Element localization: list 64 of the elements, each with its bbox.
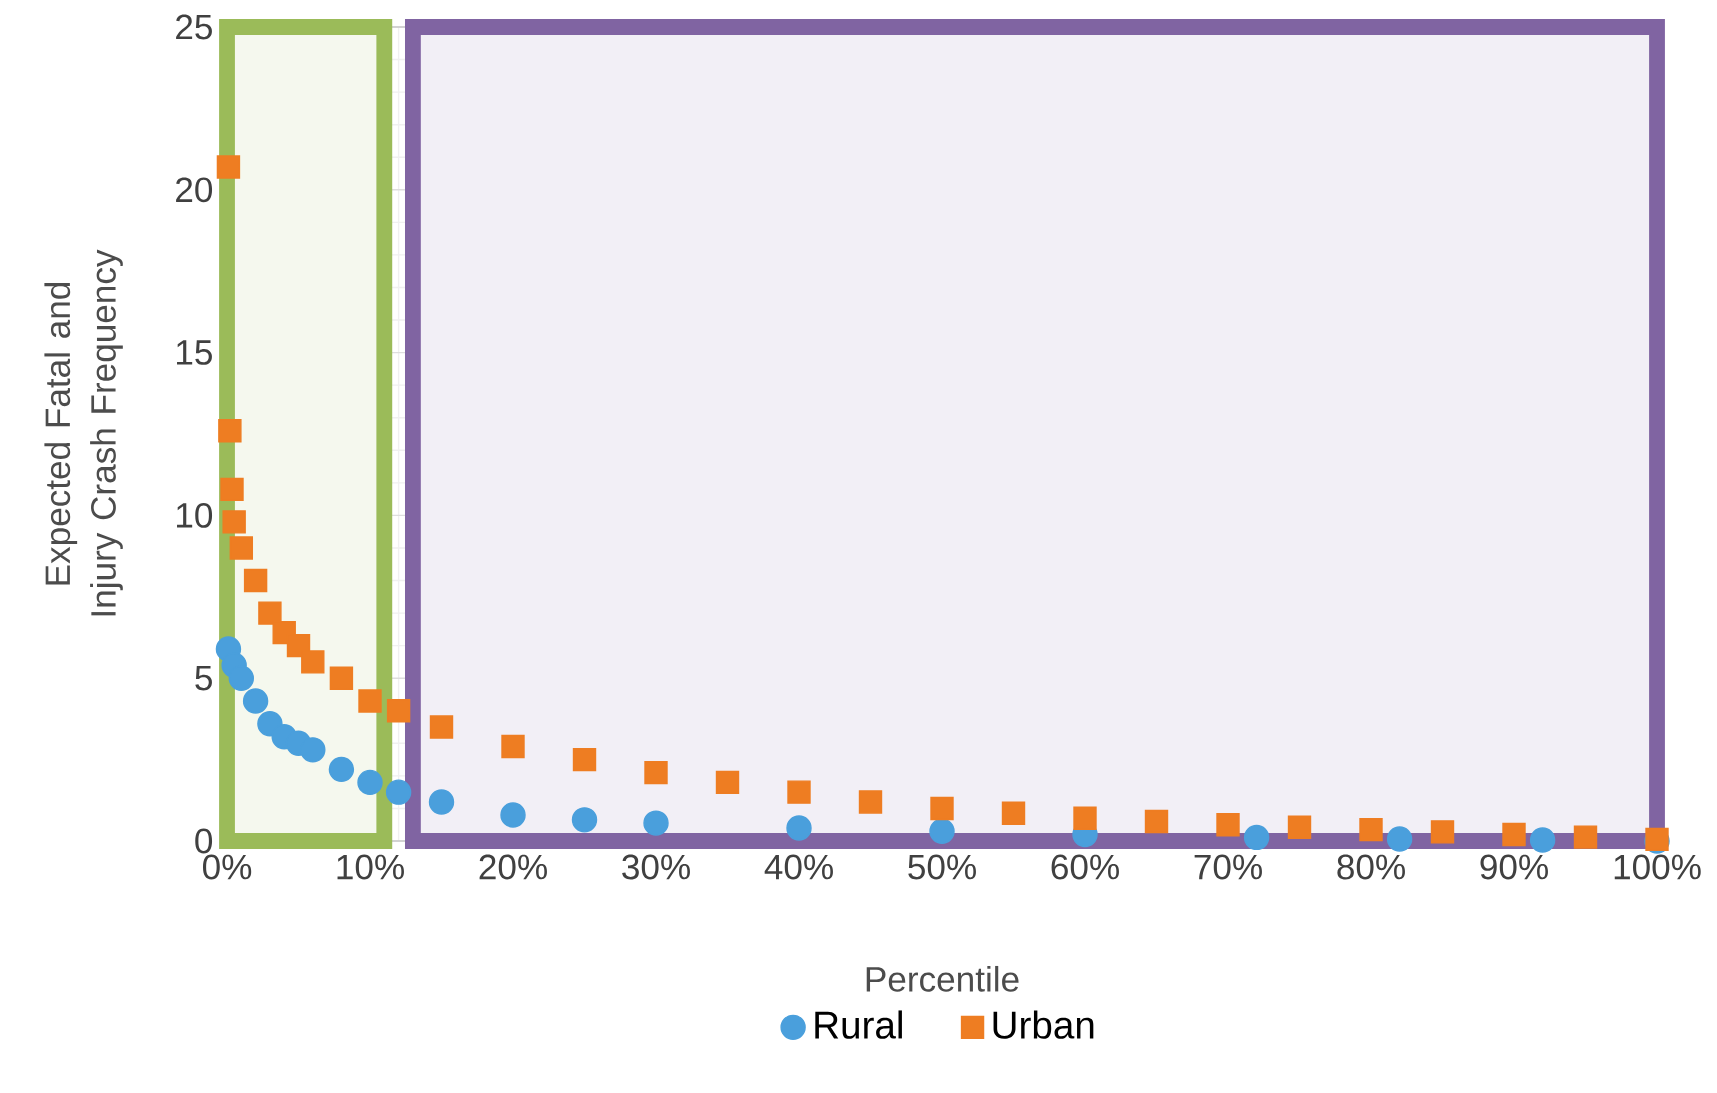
point [1386, 826, 1413, 852]
point [715, 770, 740, 795]
x-tick-label: 50% [908, 854, 976, 880]
point [501, 734, 525, 759]
point [644, 760, 668, 785]
point [428, 789, 455, 815]
x-tick-label: 30% [622, 854, 690, 880]
point [786, 815, 812, 841]
point [1073, 806, 1097, 830]
point [930, 796, 954, 821]
point [571, 807, 598, 833]
x-tick-label: 10% [337, 854, 404, 880]
point [357, 769, 383, 796]
x-tick-label: 80% [1337, 854, 1405, 880]
y-axis-title: Expected Fatal and Injury Crash Frequency [44, 249, 123, 616]
point [1287, 815, 1312, 840]
point [572, 747, 597, 772]
point [1430, 820, 1455, 844]
x-tick-label: 100% [1614, 854, 1701, 880]
legend-label: Rural [815, 1010, 902, 1039]
point [429, 715, 454, 739]
point [216, 155, 241, 179]
x-tick-label: 70% [1194, 854, 1262, 880]
legend-label: Urban [993, 1010, 1094, 1039]
x-axis-title: Percentile [866, 965, 1019, 992]
x-tick-label: 20% [479, 854, 547, 880]
point [1144, 809, 1169, 834]
point [1573, 825, 1598, 849]
point [1216, 813, 1240, 837]
point [258, 601, 282, 625]
point [228, 665, 255, 691]
y-tick-label: 15 [177, 340, 212, 365]
y-tick-label: 0 [195, 828, 213, 854]
point [1502, 822, 1526, 847]
y-tick-label: 25 [176, 14, 212, 40]
point [329, 666, 354, 690]
point [328, 756, 355, 783]
point [229, 536, 254, 560]
point [243, 568, 268, 593]
point [858, 790, 883, 814]
point [242, 688, 269, 714]
point [1243, 824, 1270, 851]
point [929, 818, 955, 844]
point [1001, 801, 1026, 826]
point [358, 689, 382, 713]
y-tick-label: 20 [176, 177, 213, 203]
point [301, 650, 325, 674]
x-tick-label: 60% [1051, 854, 1119, 880]
point [1359, 817, 1383, 842]
point [300, 737, 326, 763]
point [643, 810, 669, 836]
point [1529, 827, 1556, 853]
y-tick-label: 10 [177, 502, 213, 528]
x-tick-label: 90% [1480, 854, 1548, 880]
y-tick-label: 5 [195, 665, 212, 691]
point [218, 419, 242, 443]
x-tick-label: 40% [764, 854, 833, 880]
point [500, 802, 526, 828]
point [787, 780, 811, 804]
point [385, 779, 412, 805]
point [220, 477, 244, 502]
point [222, 510, 246, 534]
point [386, 699, 411, 723]
x-tick-label: 0% [202, 854, 252, 880]
